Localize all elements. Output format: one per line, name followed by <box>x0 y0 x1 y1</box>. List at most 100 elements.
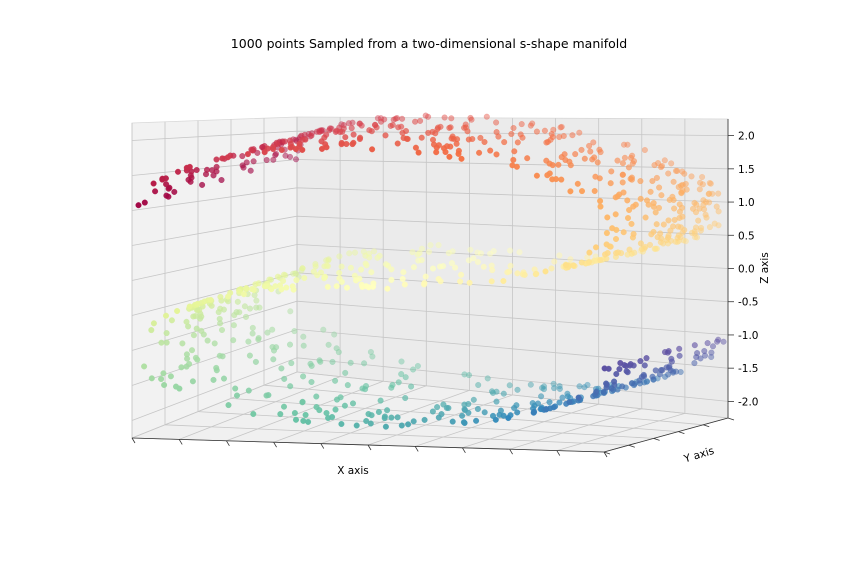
y-tick-mark <box>603 451 611 455</box>
data-point <box>349 141 356 148</box>
data-point <box>178 364 185 371</box>
data-point <box>299 399 306 406</box>
data-point <box>183 318 190 325</box>
data-point <box>603 380 610 387</box>
data-point <box>148 375 155 382</box>
data-point <box>569 132 576 139</box>
data-point <box>612 194 619 201</box>
data-point <box>637 358 644 365</box>
data-point <box>653 174 660 181</box>
data-point <box>466 279 473 286</box>
data-point <box>567 162 574 169</box>
data-point <box>201 298 208 305</box>
data-point <box>353 422 360 429</box>
data-point <box>274 273 281 280</box>
data-point <box>347 359 354 366</box>
data-point <box>135 202 142 209</box>
data-point <box>158 375 165 383</box>
data-point <box>604 214 611 221</box>
data-point <box>663 364 670 371</box>
data-point <box>551 385 558 392</box>
data-point <box>313 393 320 400</box>
x-tick-mark <box>603 451 608 458</box>
data-point <box>543 139 550 146</box>
data-point <box>281 375 288 382</box>
data-point <box>280 403 288 410</box>
data-point <box>505 414 512 422</box>
data-point <box>465 372 473 379</box>
data-point <box>429 408 436 415</box>
data-point <box>359 283 366 290</box>
data-point <box>612 211 619 218</box>
z-tick-label: 0.0 <box>738 264 755 276</box>
data-point <box>230 337 237 344</box>
data-point <box>670 178 677 185</box>
data-point <box>603 230 610 237</box>
data-point <box>213 367 220 374</box>
data-point <box>551 258 558 265</box>
data-point <box>350 131 357 138</box>
data-point <box>450 135 457 142</box>
data-point <box>281 138 288 145</box>
data-point <box>400 269 407 276</box>
data-point <box>689 205 697 212</box>
data-point <box>280 277 287 284</box>
data-point <box>203 166 211 173</box>
data-point <box>593 388 600 395</box>
data-point <box>448 115 455 122</box>
data-point <box>514 139 521 146</box>
data-point <box>542 268 549 275</box>
z-axis-label: Z axis <box>759 252 771 284</box>
data-point <box>418 134 425 141</box>
data-point <box>465 257 472 264</box>
data-point <box>338 420 345 428</box>
x-tick-mark <box>509 448 513 455</box>
data-point <box>408 383 415 390</box>
data-point <box>204 337 211 344</box>
data-point <box>626 246 633 253</box>
data-point <box>236 288 243 295</box>
data-point <box>394 140 401 147</box>
x-tick-mark <box>462 447 466 454</box>
data-point <box>241 303 248 310</box>
data-point <box>402 394 409 402</box>
data-point <box>370 248 378 255</box>
data-point <box>346 250 353 257</box>
data-point <box>300 342 307 349</box>
data-point <box>468 116 475 123</box>
data-point <box>308 132 315 139</box>
data-point <box>661 349 669 356</box>
y-floor-grid-line <box>263 384 704 426</box>
data-point <box>352 277 360 284</box>
data-point <box>338 278 345 285</box>
data-point <box>532 271 539 278</box>
data-point <box>250 286 257 294</box>
data-point <box>272 150 280 157</box>
x-floor-grid-line <box>179 376 341 440</box>
data-point <box>190 313 197 320</box>
data-point <box>317 358 324 365</box>
data-point <box>220 375 228 382</box>
data-point <box>243 159 250 166</box>
data-point <box>461 419 468 427</box>
data-point <box>349 119 356 126</box>
data-point <box>652 245 659 252</box>
data-point <box>676 208 683 215</box>
data-point <box>691 360 698 367</box>
data-point <box>374 254 381 261</box>
data-point <box>219 155 226 162</box>
data-point <box>597 149 604 156</box>
data-point <box>358 266 365 273</box>
data-point <box>332 406 339 413</box>
data-point <box>527 381 534 388</box>
data-point <box>676 201 683 208</box>
data-point <box>332 377 339 384</box>
data-point <box>291 409 298 417</box>
data-point <box>249 324 256 331</box>
data-point <box>653 221 660 228</box>
data-point <box>399 129 406 136</box>
data-point <box>163 339 170 346</box>
z-tick-label: -1.5 <box>738 363 759 375</box>
data-point <box>589 156 596 163</box>
